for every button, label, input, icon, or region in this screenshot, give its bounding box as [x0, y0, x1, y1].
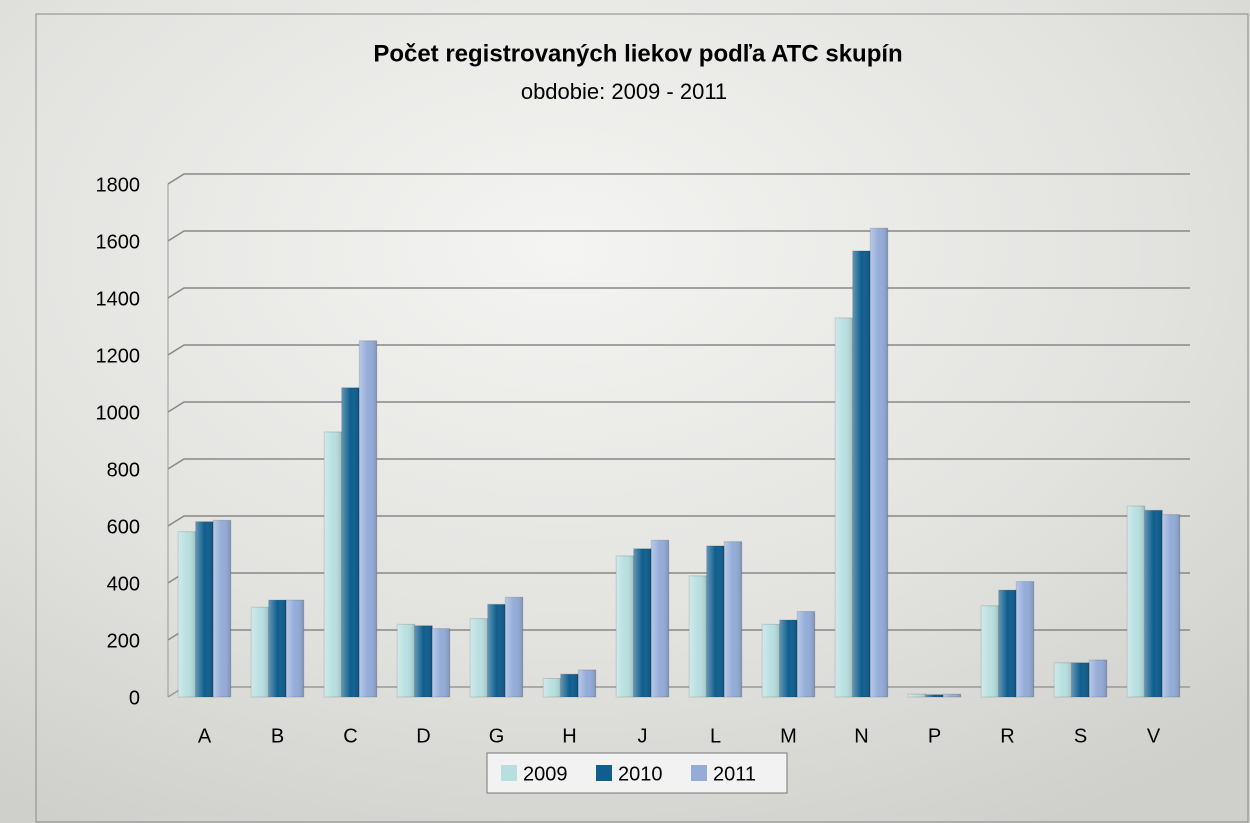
bar-shade	[470, 618, 488, 697]
legend-label: 2010	[618, 763, 663, 785]
bar-shade	[998, 590, 1017, 697]
bar-shade	[1144, 510, 1163, 697]
bar-shade	[870, 228, 888, 698]
bar-shade	[505, 597, 523, 697]
legend-swatch	[596, 765, 612, 781]
bar-shade	[1071, 662, 1090, 697]
bar-shade	[195, 521, 214, 697]
y-tick-label: 1600	[96, 231, 141, 253]
bar-shade	[324, 431, 342, 697]
bar-shade	[560, 674, 579, 697]
bar-shade	[616, 555, 634, 697]
bar-shade	[779, 620, 798, 697]
y-tick-label: 400	[107, 573, 140, 595]
bar-shade	[432, 628, 450, 697]
x-tick-label: P	[928, 725, 941, 747]
bar-shade	[268, 600, 287, 697]
x-tick-label: J	[638, 725, 648, 747]
y-tick-label: 1800	[96, 174, 141, 196]
bar-shade	[286, 600, 304, 697]
bar-shade	[1016, 581, 1034, 697]
bar-shade	[397, 624, 415, 697]
bar-shade	[633, 548, 652, 697]
grid-line	[167, 230, 1190, 242]
grid-line	[167, 173, 1190, 185]
bar-shade	[762, 624, 780, 697]
x-tick-label: L	[710, 725, 721, 747]
x-tick-label: M	[780, 725, 797, 747]
legend-label: 2011	[713, 763, 756, 785]
legend-label: 2009	[523, 763, 568, 785]
bar-shade	[724, 541, 742, 697]
bar-shade	[543, 678, 561, 697]
x-tick-label: V	[1147, 725, 1161, 747]
x-tick-label: R	[1000, 725, 1014, 747]
bar-shade	[213, 520, 231, 697]
x-tick-label: S	[1074, 725, 1087, 747]
y-tick-label: 200	[107, 630, 140, 652]
chart-subtitle: obdobie: 2009 - 2011	[521, 79, 727, 104]
y-tick-label: 1000	[96, 402, 141, 424]
y-tick-label: 0	[129, 687, 140, 709]
y-tick-label: 600	[107, 516, 140, 538]
x-tick-label: D	[416, 725, 430, 747]
chart-title: Počet registrovaných liekov podľa ATC sk…	[373, 40, 902, 67]
chart-border	[35, 13, 1249, 823]
x-tick-label: C	[343, 725, 357, 747]
bar-shade	[1162, 514, 1180, 697]
y-tick-label: 1200	[96, 345, 141, 367]
x-tick-label: B	[271, 725, 284, 747]
bar-shade	[689, 575, 707, 697]
bar-shade	[414, 625, 433, 697]
bar-shade	[925, 694, 944, 697]
legend-box	[486, 752, 788, 794]
bar-shade	[835, 317, 853, 697]
bar-shade	[651, 540, 669, 697]
x-tick-label: H	[562, 725, 576, 747]
bar-shade	[578, 669, 596, 697]
bar-shade	[797, 611, 815, 697]
legend-swatch	[501, 765, 517, 781]
bar-shade	[1054, 662, 1072, 697]
bar-shade	[706, 545, 725, 697]
bar-shade	[852, 250, 871, 697]
x-tick-label: A	[198, 725, 212, 747]
bar-shade	[908, 694, 926, 697]
x-tick-label: N	[854, 725, 868, 747]
y-tick-label: 800	[107, 459, 140, 481]
y-tick-label: 1400	[96, 288, 141, 310]
bar-shade	[1089, 659, 1107, 697]
bar-shade	[487, 604, 506, 697]
bar-shade	[981, 605, 999, 697]
bar-shade	[341, 387, 360, 697]
bar-shade	[1127, 506, 1145, 697]
bar-shade	[359, 340, 377, 697]
bar-shade	[251, 607, 269, 697]
x-tick-label: G	[489, 725, 505, 747]
bar-shade	[943, 694, 961, 697]
legend-swatch	[691, 765, 707, 781]
bar-shade	[178, 531, 196, 697]
